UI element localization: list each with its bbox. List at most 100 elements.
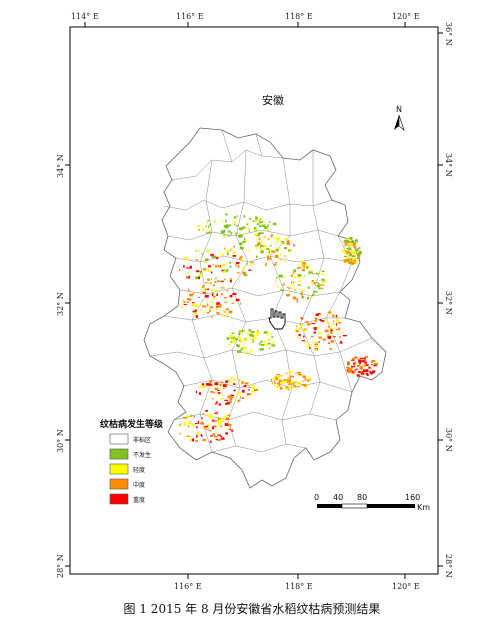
- disease-patch: [372, 370, 376, 373]
- disease-patch: [183, 303, 187, 305]
- legend-label: 轻度: [133, 466, 145, 474]
- disease-patch: [204, 281, 209, 284]
- disease-patch: [208, 265, 211, 268]
- disease-patch: [186, 267, 190, 269]
- disease-patch: [315, 282, 319, 284]
- disease-patch: [254, 233, 258, 236]
- right-tick-30: 30° N: [444, 428, 453, 452]
- disease-patch: [269, 257, 272, 260]
- disease-patch: [349, 252, 352, 254]
- disease-patch: [195, 259, 199, 261]
- disease-patch: [253, 337, 258, 339]
- disease-patch: [213, 220, 216, 223]
- disease-patch: [239, 234, 243, 238]
- disease-patch: [239, 302, 241, 305]
- bottom-tick-116: 116° E: [174, 582, 202, 591]
- disease-patch: [284, 237, 288, 241]
- disease-patch: [270, 234, 272, 238]
- disease-patch: [339, 335, 341, 339]
- disease-patch: [183, 421, 186, 424]
- disease-patch: [239, 242, 243, 246]
- disease-patch: [237, 401, 239, 403]
- disease-patch: [373, 364, 378, 366]
- disease-patch: [352, 254, 355, 256]
- disease-patch: [273, 380, 275, 383]
- disease-patch: [190, 414, 192, 417]
- disease-patch: [330, 328, 333, 332]
- disease-patch: [208, 309, 211, 313]
- disease-patch: [219, 426, 221, 428]
- disease-patch: [291, 284, 294, 286]
- disease-patch: [250, 263, 253, 266]
- disease-patch: [188, 419, 190, 423]
- disease-patch: [186, 276, 190, 279]
- disease-patch: [273, 376, 276, 379]
- disease-patch: [215, 307, 218, 310]
- disease-patch: [264, 226, 268, 229]
- disease-patch: [359, 360, 363, 363]
- disease-patch: [224, 226, 229, 229]
- disease-patch: [351, 365, 354, 368]
- disease-patch: [246, 223, 249, 225]
- disease-patch: [265, 262, 267, 266]
- disease-patch: [200, 434, 203, 436]
- disease-patch: [229, 280, 232, 283]
- disease-patch: [212, 397, 214, 400]
- legend-label: 中度: [133, 481, 145, 489]
- disease-patch: [300, 263, 304, 266]
- disease-patch: [359, 250, 362, 253]
- disease-patch: [298, 382, 300, 384]
- disease-patch: [234, 220, 237, 224]
- disease-patch: [327, 326, 331, 328]
- disease-patch: [297, 337, 302, 339]
- disease-patch: [287, 388, 290, 391]
- disease-patch: [324, 329, 329, 333]
- disease-patch: [351, 261, 354, 265]
- disease-patch: [280, 375, 282, 377]
- disease-patch: [305, 321, 309, 323]
- disease-patch: [234, 336, 236, 339]
- disease-patch: [330, 331, 333, 334]
- disease-patch: [181, 305, 184, 308]
- disease-patch: [212, 419, 215, 422]
- disease-patch: [303, 265, 305, 268]
- disease-patch: [263, 236, 266, 238]
- disease-patch: [303, 335, 305, 338]
- disease-patch: [222, 384, 227, 388]
- disease-patch: [215, 289, 218, 292]
- disease-patch: [294, 289, 297, 291]
- disease-patch: [203, 311, 206, 313]
- disease-patch: [313, 341, 315, 343]
- disease-patch: [195, 390, 198, 394]
- disease-patch: [275, 262, 278, 264]
- disease-patch: [347, 239, 351, 241]
- disease-patch: [198, 276, 200, 280]
- disease-patch: [315, 272, 319, 275]
- disease-patch: [321, 319, 325, 322]
- disease-patch: [215, 403, 217, 405]
- disease-patch: [318, 274, 320, 276]
- disease-patch: [300, 317, 304, 319]
- disease-patch: [290, 274, 293, 277]
- disease-patch: [227, 379, 231, 383]
- disease-patch: [220, 280, 224, 283]
- disease-patch: [262, 224, 266, 227]
- disease-patch: [244, 382, 249, 385]
- disease-patch: [297, 284, 301, 286]
- disease-patch: [202, 413, 205, 415]
- disease-patch: [249, 333, 253, 337]
- disease-patch: [238, 401, 240, 403]
- disease-patch: [206, 300, 208, 303]
- disease-patch: [307, 296, 309, 300]
- disease-patch: [235, 298, 240, 302]
- disease-patch: [242, 241, 244, 244]
- disease-patch: [358, 247, 361, 249]
- disease-patch: [188, 422, 191, 425]
- disease-patch: [217, 417, 222, 420]
- disease-patch: [233, 245, 236, 248]
- disease-patch: [209, 282, 212, 284]
- disease-patch: [254, 219, 257, 223]
- disease-patch: [298, 334, 301, 337]
- disease-patch: [239, 279, 241, 282]
- disease-patch: [196, 426, 198, 429]
